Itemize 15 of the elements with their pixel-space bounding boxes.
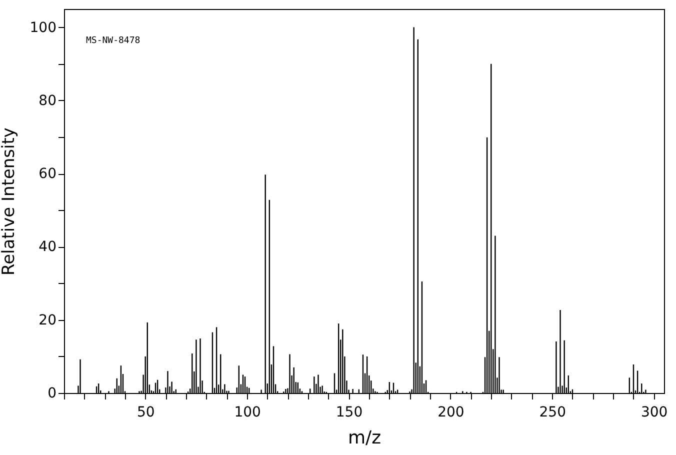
annotation: MS-NW-8478 bbox=[86, 36, 140, 46]
y-tick-label: 0 bbox=[48, 386, 56, 402]
y-tick-label: 20 bbox=[38, 312, 56, 328]
x-tick-label: 50 bbox=[136, 404, 155, 420]
y-tick-label: 40 bbox=[38, 239, 56, 256]
x-tick-label: 150 bbox=[336, 404, 363, 420]
x-tick-label: 300 bbox=[640, 404, 668, 420]
y-axis-title: Relative Intensity bbox=[0, 128, 19, 276]
y-tick-label: 60 bbox=[38, 166, 56, 182]
x-axis-title: m/z bbox=[348, 428, 382, 448]
x-tick-label: 250 bbox=[539, 404, 566, 420]
x-tick-label: 100 bbox=[234, 404, 261, 420]
y-tick-label: 100 bbox=[30, 20, 56, 36]
x-tick-label: 200 bbox=[438, 404, 464, 420]
y-tick-label: 80 bbox=[38, 92, 56, 109]
